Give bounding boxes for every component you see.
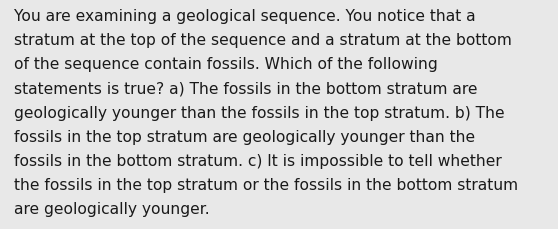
Text: are geologically younger.: are geologically younger.	[14, 202, 210, 216]
Text: fossils in the bottom stratum. c) It is impossible to tell whether: fossils in the bottom stratum. c) It is …	[14, 153, 502, 168]
Text: stratum at the top of the sequence and a stratum at the bottom: stratum at the top of the sequence and a…	[14, 33, 512, 48]
Text: fossils in the top stratum are geologically younger than the: fossils in the top stratum are geologica…	[14, 129, 475, 144]
Text: geologically younger than the fossils in the top stratum. b) The: geologically younger than the fossils in…	[14, 105, 504, 120]
Text: You are examining a geological sequence. You notice that a: You are examining a geological sequence.…	[14, 9, 475, 24]
Text: of the sequence contain fossils. Which of the following: of the sequence contain fossils. Which o…	[14, 57, 437, 72]
Text: statements is true? a) The fossils in the bottom stratum are: statements is true? a) The fossils in th…	[14, 81, 478, 96]
Text: the fossils in the top stratum or the fossils in the bottom stratum: the fossils in the top stratum or the fo…	[14, 177, 518, 192]
